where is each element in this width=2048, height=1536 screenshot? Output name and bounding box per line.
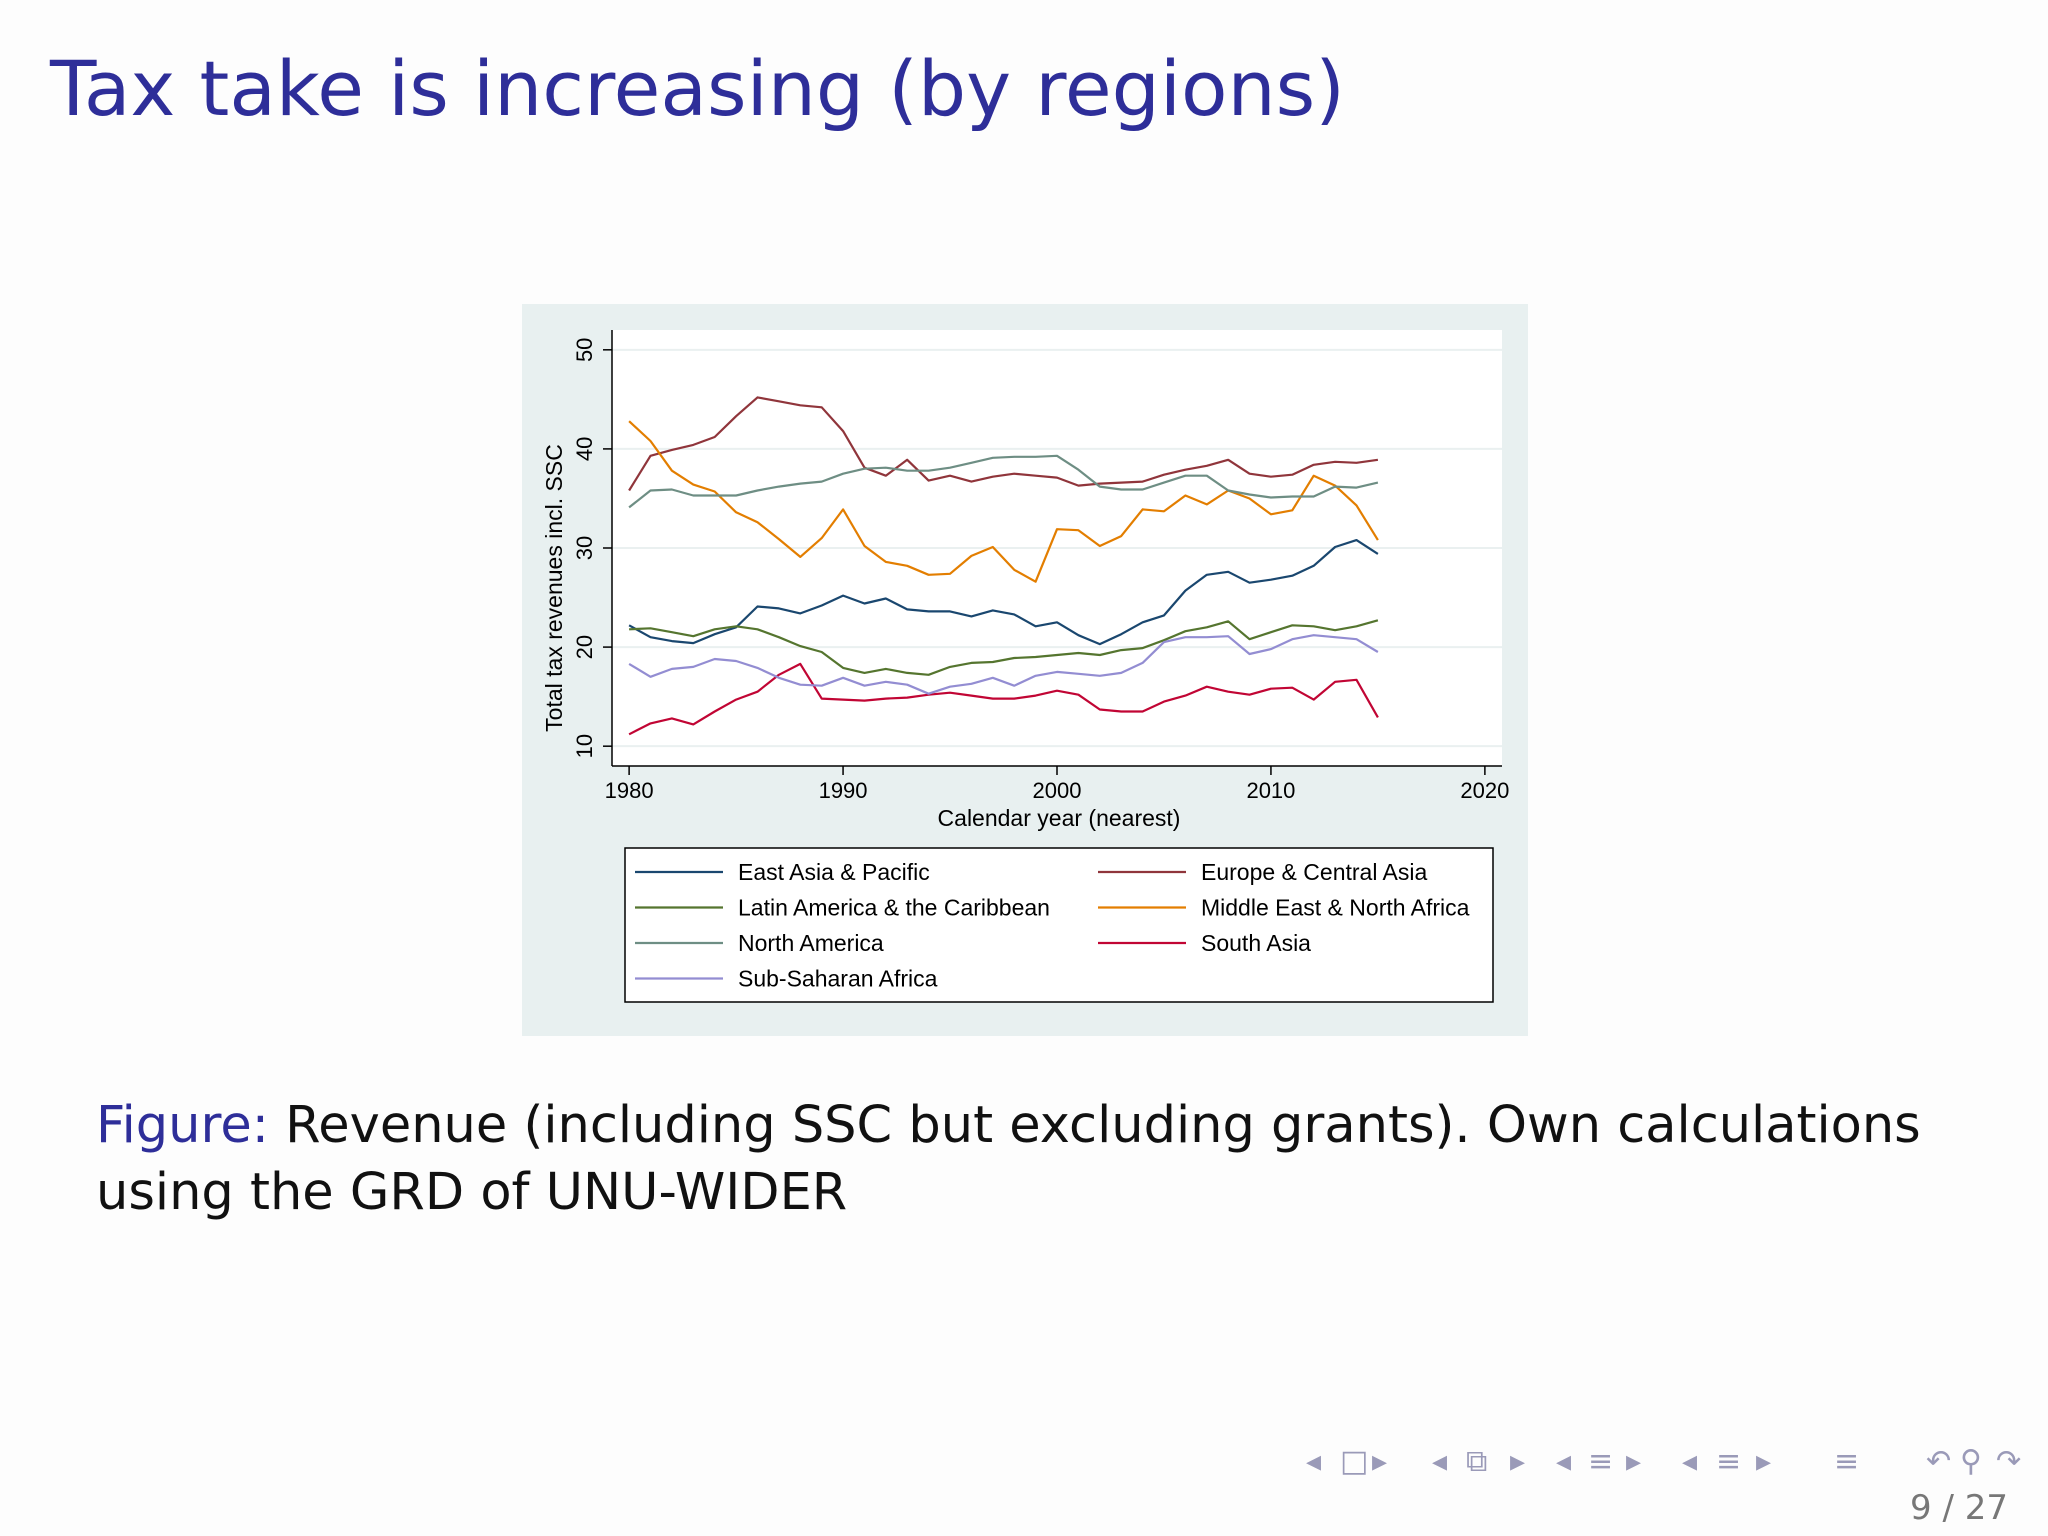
arrow-left-icon[interactable]: ◂	[1432, 1444, 1448, 1479]
legend-label: South Asia	[1201, 930, 1311, 956]
arrow-right-icon[interactable]: ▸	[1372, 1444, 1388, 1479]
page-number: 9 / 27	[1910, 1488, 2008, 1528]
figure-caption: Figure: Revenue (including SSC but exclu…	[96, 1092, 1956, 1226]
series-line-east-asia-pacific	[628, 539, 1379, 646]
line-chart: 10 20 30 40 50 1980 1990 2000 2010 2020 Calendar y…	[522, 304, 1528, 1036]
x-tick-label: 2020	[1460, 778, 1509, 803]
list-icon[interactable]: ≡	[1716, 1444, 1742, 1479]
redo-icon[interactable]: ↷	[1996, 1444, 2022, 1479]
arrow-left-icon[interactable]: ◂	[1306, 1444, 1322, 1479]
chart-figure: 10 20 30 40 50 1980 1990 2000 2010 2020 Calendar y…	[522, 304, 1528, 1036]
arrow-right-icon[interactable]: ▸	[1756, 1444, 1772, 1479]
series-line-latin-america-the-caribbean	[629, 619, 1379, 676]
y-tick-label: 40	[572, 437, 597, 461]
arrow-right-icon[interactable]: ▸	[1510, 1444, 1526, 1479]
legend-label: East Asia & Pacific	[738, 859, 930, 885]
y-tick-label: 20	[572, 635, 597, 659]
toc-icon[interactable]: ≡	[1834, 1444, 1860, 1479]
y-tick-label: 50	[572, 338, 597, 362]
x-tick-label: 2010	[1246, 778, 1295, 803]
x-tick-label: 1980	[605, 778, 654, 803]
series-line-sub-saharan-africa	[628, 634, 1379, 695]
arrow-left-icon[interactable]: ◂	[1682, 1444, 1698, 1479]
legend-label: Middle East & North Africa	[1201, 895, 1470, 921]
search-icon[interactable]: ⚲	[1960, 1444, 1982, 1479]
section-icon[interactable]: ≡	[1588, 1444, 1614, 1479]
slide-title: Tax take is increasing (by regions)	[50, 44, 1345, 133]
legend-label: Sub-Saharan Africa	[738, 966, 938, 992]
caption-label: Figure:	[96, 1096, 269, 1155]
x-tick-label: 2000	[1033, 778, 1082, 803]
legend-label: Europe & Central Asia	[1201, 859, 1428, 885]
x-axis-label: Calendar year (nearest)	[938, 805, 1181, 831]
frame-icon[interactable]: □	[1340, 1444, 1369, 1479]
y-tick-label: 10	[572, 734, 597, 758]
undo-icon[interactable]: ↶	[1926, 1444, 1952, 1479]
arrow-left-icon[interactable]: ◂	[1556, 1444, 1572, 1479]
legend-label: Latin America & the Caribbean	[738, 895, 1050, 921]
series-line-europe-central-asia	[628, 396, 1379, 492]
y-tick-label: 30	[572, 536, 597, 560]
x-tick-label: 1990	[819, 778, 868, 803]
subsection-icon[interactable]: ⧉	[1466, 1444, 1488, 1479]
series-line-middle-east-north-africa	[628, 420, 1379, 583]
caption-text: Revenue (including SSC but excluding gra…	[96, 1096, 1921, 1222]
series-line-south-asia	[628, 662, 1379, 736]
legend-box	[624, 847, 1494, 1003]
series-line-north-america	[628, 454, 1379, 509]
legend-label: North America	[738, 930, 884, 956]
arrow-right-icon[interactable]: ▸	[1626, 1444, 1642, 1479]
beamer-navigation: ◂ □ ▸ ◂ ⧉ ▸ ◂ ≡ ▸ ◂ ≡ ▸ ≡ ↶ ⚲ ↷	[1306, 1444, 2036, 1484]
y-axis-label: Total tax revenues incl. SSC	[541, 444, 567, 732]
